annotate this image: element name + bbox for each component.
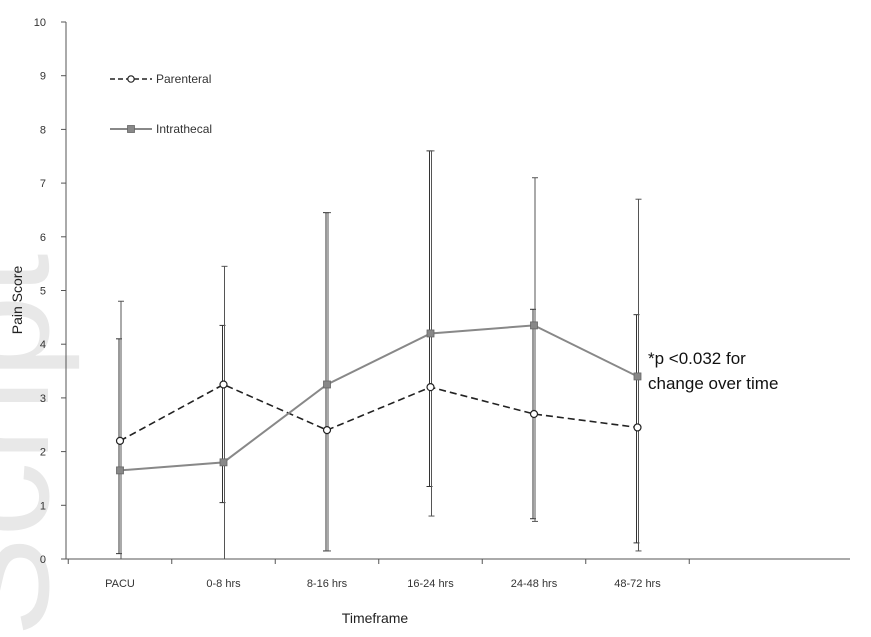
x-tick-label: 0-8 hrs [206, 578, 241, 590]
y-tick-label: 4 [40, 339, 46, 351]
series-lines [119, 324, 638, 472]
watermark-text: Script [0, 254, 80, 637]
data-point-intrathecal [633, 372, 642, 381]
y-tick-label: 8 [40, 124, 46, 136]
y-axis-title: Pain Score [9, 266, 25, 335]
legend-label-intrathecal: Intrathecal [156, 122, 212, 136]
legend: Parenteral Intrathecal [110, 72, 212, 136]
error-bars [116, 150, 642, 560]
y-tick-label: 6 [40, 232, 46, 244]
data-point-intrathecal [219, 458, 228, 467]
data-point-parenteral [115, 436, 125, 445]
y-tick-label: 7 [40, 178, 46, 190]
data-point-parenteral [529, 409, 539, 419]
y-tick-label: 1 [40, 500, 46, 512]
series-markers [115, 321, 642, 475]
significance-annotation-line-2: change over time [648, 374, 778, 393]
x-tick-label: 16-24 hrs [407, 578, 454, 590]
y-tick-label: 5 [40, 286, 46, 298]
legend-item-intrathecal: Intrathecal [110, 122, 212, 136]
axes [61, 21, 850, 564]
y-tick-label: 2 [40, 447, 46, 459]
data-point-parenteral [322, 426, 332, 435]
y-tick-label: 3 [40, 393, 46, 405]
x-axis-title: Timeframe [342, 610, 409, 626]
y-tick-label: 10 [34, 17, 46, 29]
x-tick-label: 24-48 hrs [511, 578, 558, 590]
series-line-intrathecal [119, 324, 638, 472]
data-point-parenteral [426, 383, 435, 392]
data-point-intrathecal [323, 380, 331, 389]
x-tick-label: PACU [105, 578, 135, 590]
x-tick-label: 48-72 hrs [614, 578, 661, 590]
data-point-parenteral [633, 423, 642, 432]
data-point-intrathecal [530, 321, 538, 330]
tick-labels: 0 1 2 3 4 5 6 7 8 9 10 PACU 0-8 hrs 8-16 hrs 16-24 hrs… [34, 17, 661, 590]
legend-marker-parenteral [127, 75, 135, 83]
legend-label-parenteral: Parenteral [156, 72, 211, 86]
x-tick-label: 8-16 hrs [307, 578, 348, 590]
legend-marker-intrathecal [127, 125, 135, 133]
data-point-parenteral [219, 380, 228, 389]
data-point-intrathecal [426, 329, 435, 338]
y-tick-label: 0 [40, 554, 46, 566]
y-tick-label: 9 [40, 71, 46, 83]
data-point-intrathecal [116, 466, 124, 475]
significance-annotation-line-1: *p <0.032 for [648, 349, 746, 368]
legend-item-parenteral: Parenteral [110, 72, 211, 86]
series-line-parenteral [119, 383, 638, 442]
